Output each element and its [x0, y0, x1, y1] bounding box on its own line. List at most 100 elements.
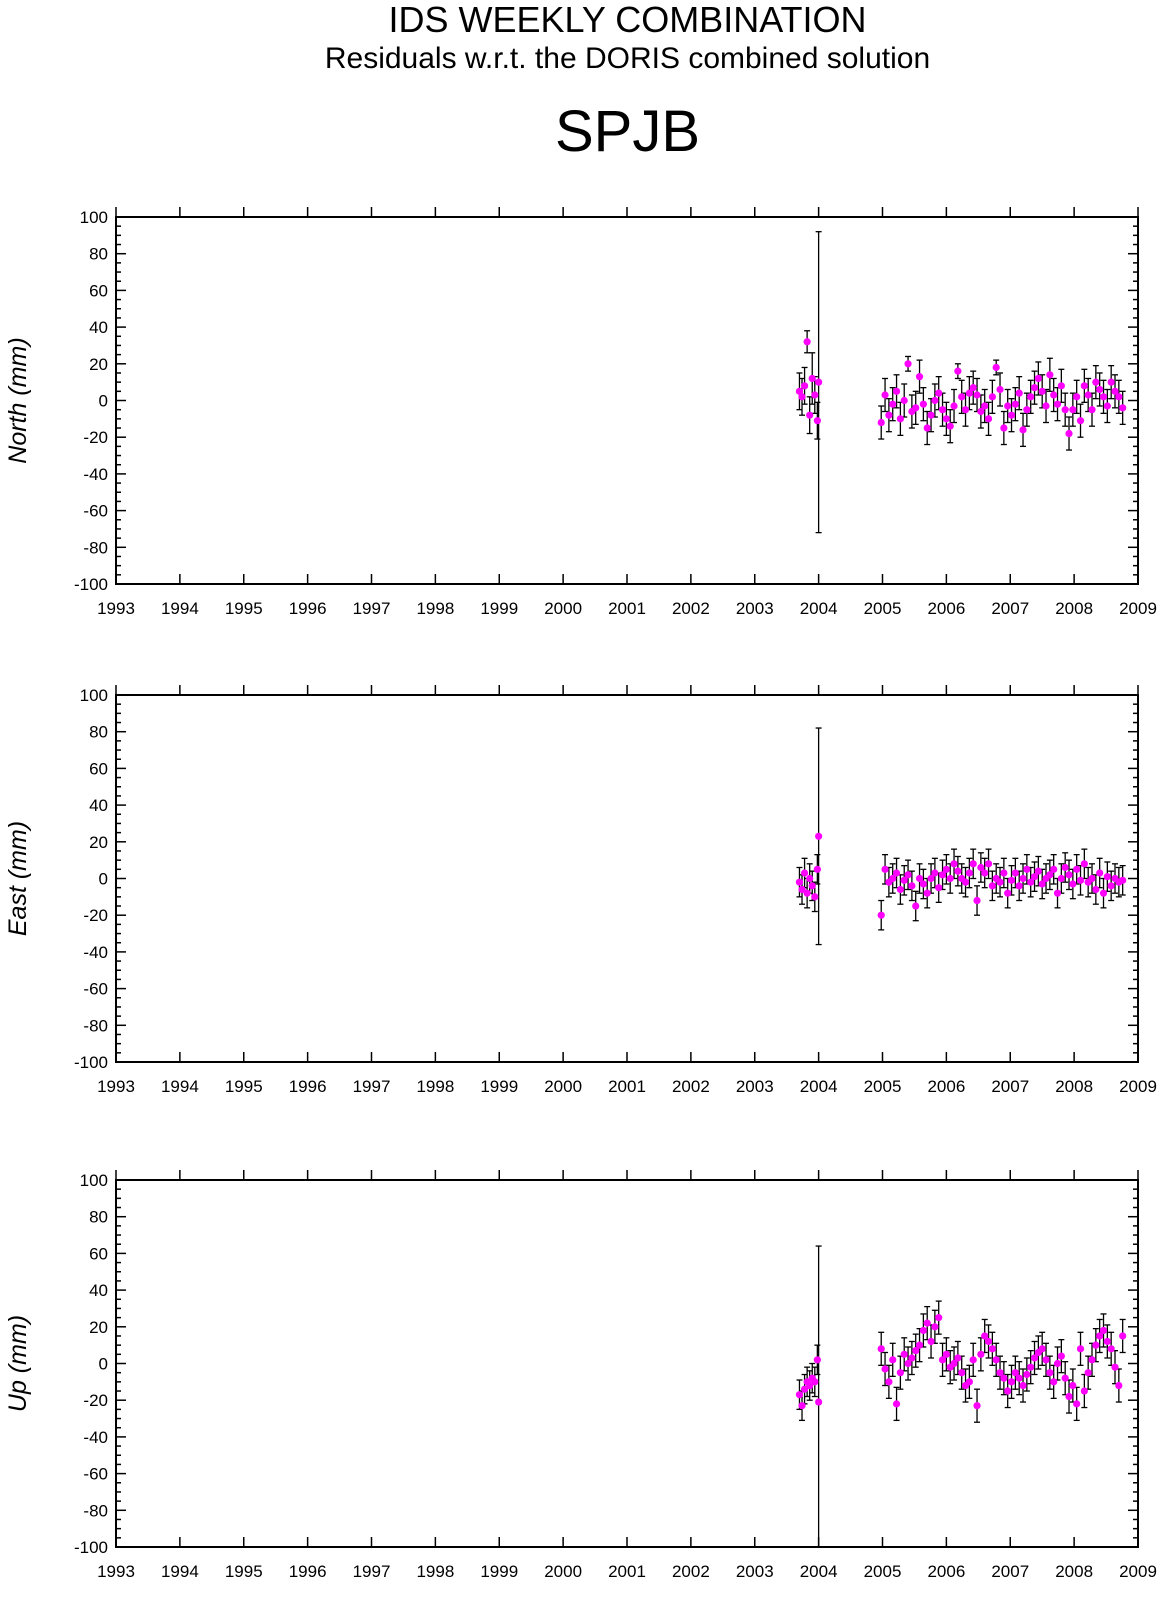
up-data-point [996, 1369, 1004, 1377]
east-ytick-label: 20 [89, 833, 108, 852]
north-xtick-label: 1997 [353, 599, 391, 618]
up-data-point [806, 1381, 814, 1390]
north-data-point [1023, 406, 1031, 414]
east-data-point [815, 832, 823, 840]
north-data-point [877, 418, 885, 427]
north-ytick-label: -60 [83, 502, 108, 521]
east-data-point [803, 889, 811, 897]
up-xtick-label: 1994 [161, 1562, 199, 1581]
station-name: SPJB [554, 99, 701, 164]
up-ytick-label: 20 [89, 1318, 108, 1337]
north-data-point [1080, 382, 1088, 390]
north-data-point [900, 396, 908, 405]
up-data-point [811, 1378, 819, 1386]
up-data-point [1080, 1387, 1088, 1395]
up-data-point [938, 1356, 947, 1364]
east-data-point [1034, 867, 1042, 875]
east-data-point [965, 869, 973, 877]
up-ytick-label: -40 [83, 1428, 108, 1447]
up-data-point [1096, 1332, 1104, 1340]
north-data-point [915, 373, 924, 381]
up-xtick-label: 2001 [608, 1562, 646, 1581]
north-xtick-label: 1999 [480, 599, 518, 618]
east-data-point [1004, 889, 1012, 897]
up-data-point [795, 1391, 804, 1399]
up-data-point [931, 1323, 939, 1331]
north-data-point [881, 391, 889, 399]
north-xtick-label: 1998 [416, 599, 454, 618]
up-data-point [923, 1319, 931, 1327]
east-data-point [1107, 882, 1115, 890]
east-ytick-label: -20 [83, 906, 108, 925]
north-xtick-label: 2005 [864, 599, 902, 618]
north-data-point [1069, 406, 1077, 414]
east-data-point [808, 882, 816, 890]
north-data-point [1046, 371, 1054, 379]
north-data-point [973, 391, 981, 399]
east-data-point [1099, 889, 1108, 897]
up-data-point [1088, 1356, 1096, 1364]
north-data-point [1057, 382, 1065, 390]
up-data-point [1007, 1378, 1016, 1386]
north-data-point [1034, 374, 1042, 383]
north-data-point [935, 389, 943, 397]
north-ytick-label: 20 [89, 355, 108, 374]
up-ytick-label: -100 [74, 1538, 108, 1557]
up-data-point [1076, 1345, 1085, 1353]
up-xtick-label: 2004 [800, 1562, 838, 1581]
north-ytick-label: 60 [89, 281, 108, 300]
east-data-point [1076, 876, 1085, 884]
north-xtick-label: 1993 [97, 599, 135, 618]
east-data-point [800, 869, 809, 877]
up-data-point [885, 1378, 893, 1386]
up-data-point [950, 1359, 958, 1368]
up-data-point [1027, 1363, 1035, 1371]
up-data-point [969, 1356, 977, 1364]
north-data-point [919, 400, 927, 408]
up-ytick-label: -60 [83, 1465, 108, 1484]
north-data-point [992, 363, 1000, 372]
east-data-point [877, 911, 885, 919]
up-ylabel: Up (mm) [4, 1315, 32, 1412]
up-data-point [798, 1402, 806, 1410]
north-data-point [1015, 389, 1023, 397]
east-data-point [811, 893, 819, 901]
east-ytick-label: -40 [83, 943, 108, 962]
up-xtick-label: 2007 [991, 1562, 1029, 1581]
up-xtick-label: 1993 [97, 1562, 135, 1581]
east-data-point [1080, 860, 1088, 868]
up-xtick-label: 1998 [416, 1562, 454, 1581]
north-data-point [885, 411, 893, 419]
east-xtick-label: 1995 [225, 1077, 263, 1096]
north-data-point [800, 382, 809, 390]
north-data-point [942, 415, 950, 423]
up-plot-frame [115, 1179, 1139, 1548]
up-data-point [958, 1369, 966, 1377]
north-ylabel: North (mm) [4, 337, 32, 463]
north-data-point [1061, 406, 1069, 414]
up-data-point [984, 1337, 993, 1346]
up-data-point [892, 1400, 901, 1408]
east-data-point [1038, 880, 1046, 888]
east-data-point [938, 871, 947, 879]
north-data-point [969, 384, 977, 392]
up-data-point [800, 1385, 809, 1393]
up-data-point [927, 1337, 935, 1346]
east-data-point [1027, 878, 1035, 886]
east-data-point [881, 865, 889, 873]
east-xtick-label: 2006 [927, 1077, 965, 1096]
east-xtick-label: 2005 [864, 1077, 902, 1096]
north-data-point [1096, 385, 1104, 394]
east-xtick-label: 1993 [97, 1077, 135, 1096]
east-ytick-label: 40 [89, 796, 108, 815]
north-data-point [798, 393, 806, 401]
north-ytick-label: 100 [80, 208, 108, 227]
up-data-point [981, 1332, 989, 1340]
east-data-point [1007, 876, 1016, 884]
east-data-point [1096, 869, 1104, 877]
east-data-point [912, 902, 920, 910]
up-data-point [988, 1345, 996, 1353]
east-data-point [935, 884, 943, 892]
east-data-point [1050, 865, 1058, 873]
up-xtick-label: 2002 [672, 1562, 710, 1581]
